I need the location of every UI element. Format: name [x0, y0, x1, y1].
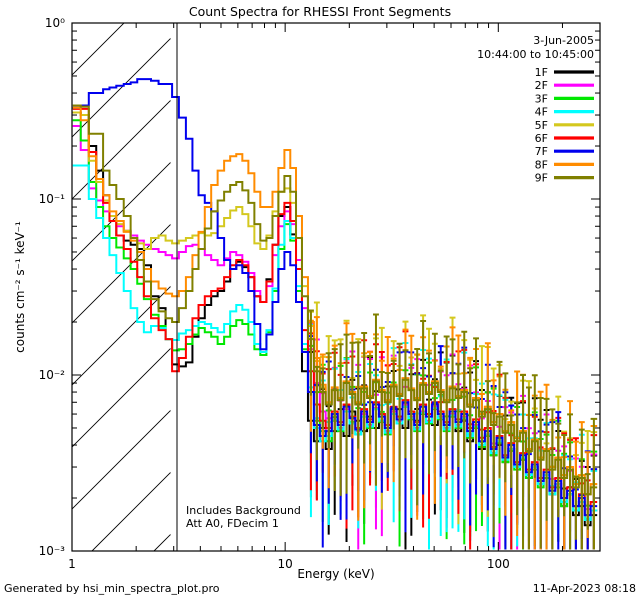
spectra-series-group — [72, 78, 598, 550]
footer-timestamp: 11-Apr-2023 08:18 — [533, 582, 636, 595]
legend-label-7f: 7F — [535, 145, 548, 158]
y-tick-label: 10⁻³ — [39, 544, 66, 558]
x-axis-label: Energy (keV) — [297, 567, 374, 581]
axes-frame — [71, 22, 601, 552]
spectrum-line-7f — [72, 78, 598, 517]
spectrum-noise-9f — [307, 309, 598, 550]
page-title: Count Spectra for RHESSI Front Segments — [189, 4, 451, 19]
x-tick-label: 100 — [487, 557, 510, 571]
legend-label-2f: 2F — [535, 79, 548, 92]
annotation-background: Includes Background — [186, 504, 301, 517]
legend-label-5f: 5F — [535, 119, 548, 132]
y-tick-label: 10⁻¹ — [39, 192, 66, 206]
observation-interval: 10:44:00 to 10:45:00 — [477, 48, 594, 61]
legend-label-4f: 4F — [535, 106, 548, 119]
legend-label-3f: 3F — [535, 92, 548, 105]
x-tick-label: 10 — [278, 557, 293, 571]
footer-generator: Generated by hsi_min_spectra_plot.pro — [4, 582, 220, 595]
y-tick-label: 10⁻² — [39, 368, 66, 382]
legend-label-6f: 6F — [535, 132, 548, 145]
legend-label-8f: 8F — [535, 158, 548, 171]
observation-date: 3-Jun-2005 — [533, 34, 594, 47]
spectrum-line-9f — [72, 104, 598, 496]
y-tick-label: 10⁰ — [45, 16, 65, 30]
legend-label-1f: 1F — [535, 66, 548, 79]
annotation-attenuator: Att A0, FDecim 1 — [186, 517, 279, 530]
axis-ticks — [71, 22, 601, 552]
x-tick-label: 1 — [68, 557, 76, 571]
axis-tick-labels: 1 10 100 10⁰ 10⁻¹ 10⁻² 10⁻³ — [39, 16, 510, 571]
legend-label-9f: 9F — [535, 172, 548, 185]
y-axis-label: counts cm⁻² s⁻¹ keV⁻¹ — [13, 221, 27, 353]
spectrum-line-8f — [72, 106, 598, 496]
spectrum-line-6f — [72, 107, 598, 517]
